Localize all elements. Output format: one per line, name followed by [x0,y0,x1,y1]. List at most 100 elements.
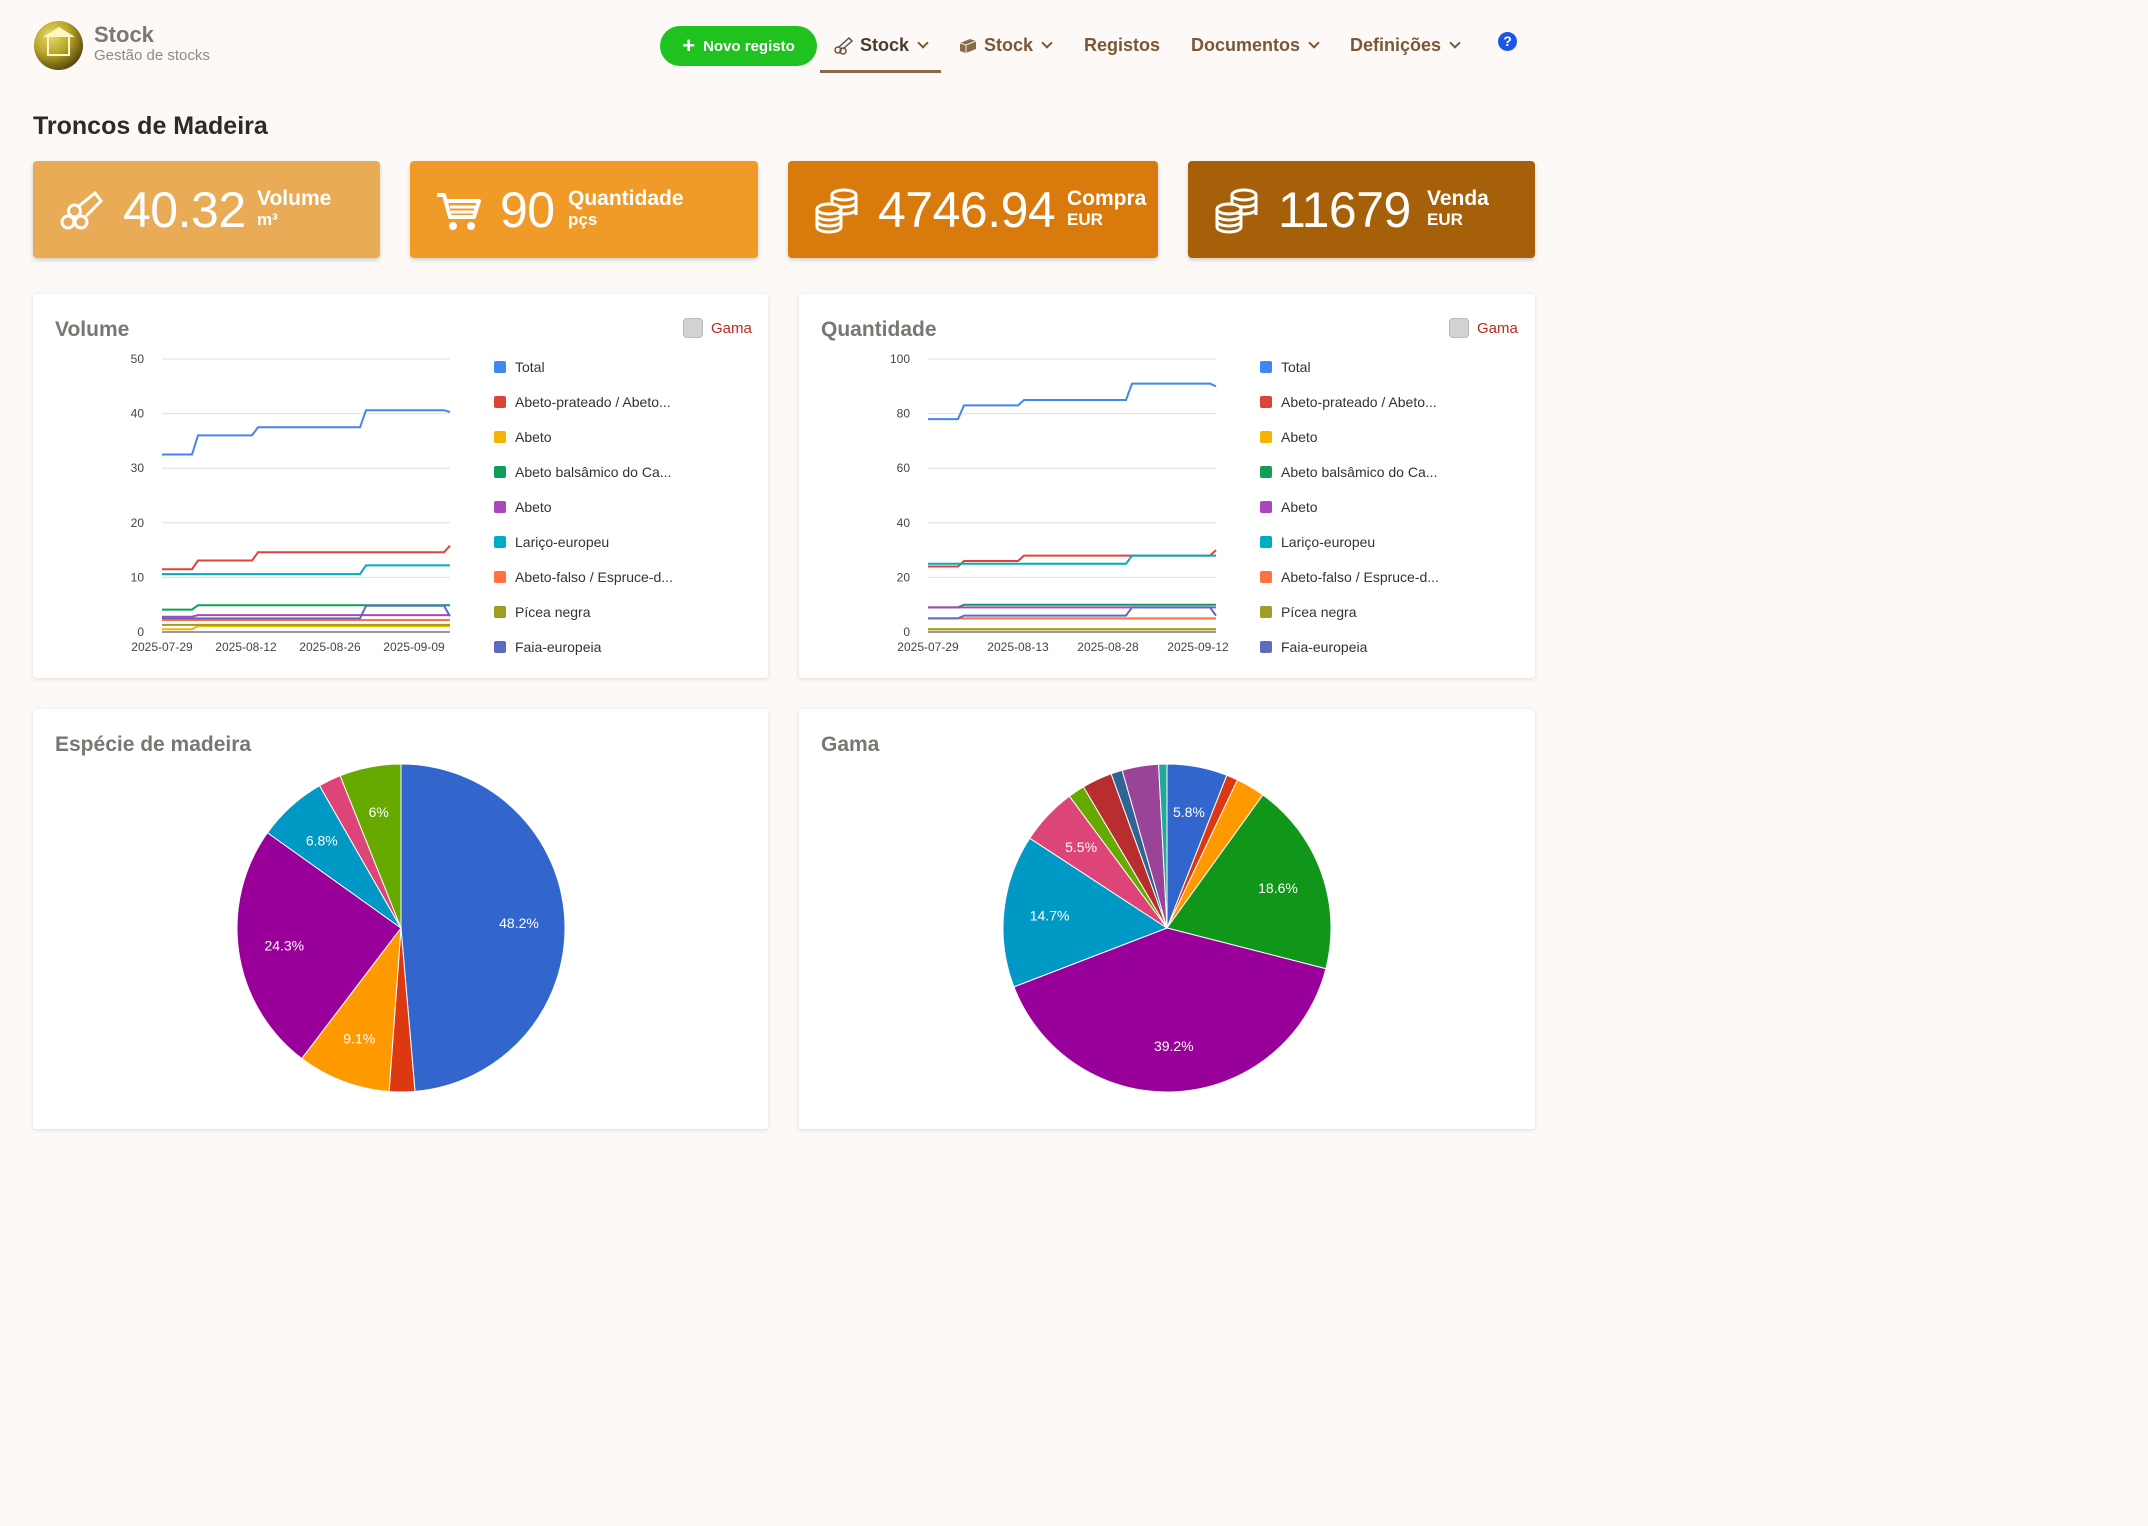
gama-toggle[interactable]: Gama [1449,318,1518,338]
pie-slice-label: 5.8% [1173,804,1205,820]
nav-label: Stock [984,34,1034,55]
chevron-down-icon [1449,36,1461,49]
y-tick-label: 100 [890,352,910,366]
pie-slice-label: 6% [369,804,389,820]
pie-slice-label: 18.6% [1258,880,1298,896]
pie-slice[interactable] [400,763,566,1092]
legend-label: Abeto-falso / Espruce-d... [515,569,673,585]
plus-icon: + [682,33,696,58]
legend-item[interactable]: Abeto [494,429,552,445]
kpi-label: Volume [257,187,332,210]
checkbox-icon[interactable] [683,318,703,338]
legend-label: Pícea negra [1281,604,1357,620]
pie-slice[interactable] [1166,794,1332,970]
legend-swatch [1260,361,1272,373]
kpi-value: 40.32 [123,182,246,238]
legend-swatch [494,571,506,583]
legend-item[interactable]: Abeto [1260,499,1318,515]
legend-item[interactable]: Pícea negra [1260,604,1357,620]
app-title: Stock [94,22,154,47]
help-icon[interactable]: ? [1498,32,1517,51]
legend-item[interactable]: Lariço-europeu [494,534,609,550]
legend-item[interactable]: Abeto [494,499,552,515]
pie-slice-label: 24.3% [264,938,304,954]
pie-slice-label: 48.2% [499,915,539,931]
pie-slice-label: 9.1% [343,1031,375,1047]
legend-item[interactable]: Abeto [1260,429,1318,445]
legend-item[interactable]: Abeto-falso / Espruce-d... [494,569,673,585]
legend-item[interactable]: Faia-europeia [1260,639,1367,655]
nav-stock-planks[interactable]: Stock [958,30,1053,60]
legend-swatch [494,396,506,408]
chart-title: Quantidade [821,318,937,341]
y-tick-label: 80 [897,407,911,421]
new-record-button[interactable]: + Novo registo [660,26,817,66]
legend-item[interactable]: Abeto balsâmico do Ca... [1260,464,1437,480]
checkbox-icon[interactable] [1449,318,1469,338]
legend-item[interactable]: Abeto-prateado / Abeto... [1260,394,1437,410]
species-pie-panel: Espécie de madeira 48.2% 9.1% 24.3% 6.8% 6% [33,709,768,1129]
nav-documentos[interactable]: Documentos [1191,30,1320,60]
nav-label: Documentos [1191,34,1301,55]
legend-label: Faia-europeia [515,639,602,655]
kpi-quantity: 90 Quantidade pçs [410,161,758,258]
app-logo[interactable] [34,21,83,70]
nav-definicoes[interactable]: Definições [1350,30,1461,60]
new-record-label: Novo registo [703,37,795,55]
pie-slice[interactable] [1013,927,1327,1093]
legend-item[interactable]: Pícea negra [494,604,591,620]
pie-slice[interactable] [339,763,402,929]
legend-swatch [494,431,506,443]
gama-pie-chart: 5.8% 18.6% 39.2% 14.7% 5.5% [1002,763,1332,1093]
x-tick-label: 2025-08-12 [215,640,277,654]
kpi-value: 11679 [1278,182,1411,238]
legend-swatch [494,606,506,618]
planks-icon [959,39,977,53]
logs-icon [60,190,103,230]
legend-item[interactable]: Abeto-prateado / Abeto... [494,394,671,410]
legend-item[interactable]: Faia-europeia [494,639,601,655]
legend-label: Abeto-falso / Espruce-d... [1281,569,1439,585]
y-tick-label: 0 [137,625,144,639]
legend-label: Abeto balsâmico do Ca... [1281,464,1438,480]
nav-label: Stock [860,34,910,55]
pie-slice[interactable] [236,832,402,1060]
legend-item[interactable]: Abeto balsâmico do Ca... [494,464,671,480]
legend-label: Abeto-prateado / Abeto... [515,394,671,410]
legend-swatch [494,641,506,653]
legend-item[interactable]: Lariço-europeu [1260,534,1375,550]
y-tick-label: 30 [131,461,145,475]
legend-swatch [494,361,506,373]
series-line [162,564,450,576]
legend-label: Lariço-europeu [515,534,610,550]
y-tick-label: 0 [903,625,910,639]
y-tick-label: 40 [131,407,145,421]
legend-label: Faia-europeia [1281,639,1368,655]
coins-icon [1215,188,1258,234]
chart-title: Gama [821,733,880,756]
quantity-line-chart: 0 20 40 60 80 100 2025-07-29 2025-08-13 2025-08-… [890,352,1229,654]
legend-item[interactable]: Total [494,359,545,375]
y-tick-label: 10 [131,570,145,584]
gama-toggle[interactable]: Gama [683,318,752,338]
legend-item[interactable]: Total [1260,359,1311,375]
chevron-down-icon [917,36,929,49]
pie-slice[interactable] [301,926,402,1093]
legend-swatch [1260,606,1272,618]
nav-registos[interactable]: Registos [1084,30,1160,60]
chevron-down-icon [1041,36,1053,49]
legend-label: Total [515,359,545,375]
series-line [162,545,451,571]
y-tick-label: 40 [897,516,911,530]
nav-stock-logs[interactable]: Stock [834,30,929,60]
kpi-unit: m³ [257,210,278,229]
pie-slice[interactable] [1002,837,1169,988]
kpi-unit: pçs [568,210,598,229]
volume-chart-panel: Volume Gama 0 10 20 30 40 50 2025-07-29 2025-08… [33,294,768,678]
legend-item[interactable]: Abeto-falso / Espruce-d... [1260,569,1439,585]
y-tick-label: 20 [897,570,911,584]
pie-slice-label: 14.7% [1030,908,1070,924]
y-tick-label: 20 [131,516,145,530]
pie-slice[interactable] [1158,763,1168,929]
series-line [162,409,451,456]
